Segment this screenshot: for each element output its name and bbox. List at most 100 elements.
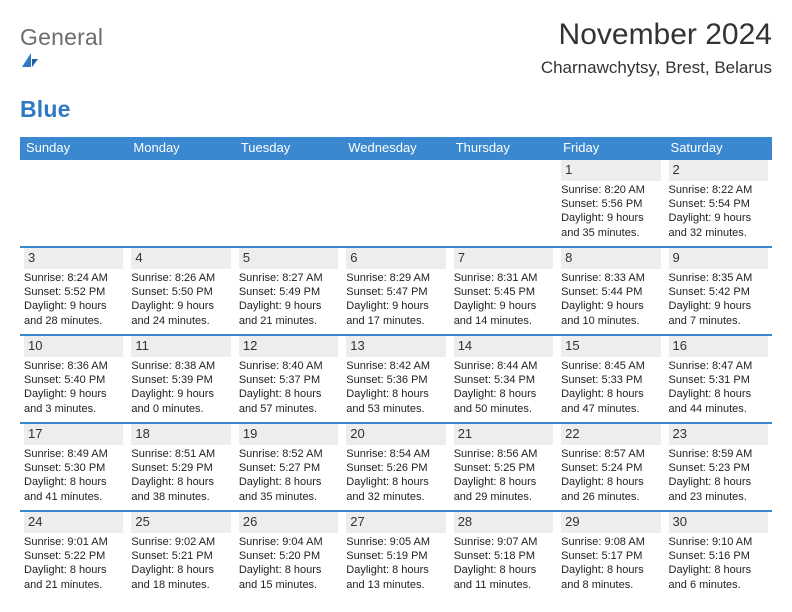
day-header: Tuesday bbox=[235, 137, 342, 159]
day-number: 6 bbox=[346, 248, 445, 269]
day-number: 28 bbox=[454, 512, 553, 533]
daylight-line: Daylight: 8 hours and 29 minutes. bbox=[454, 475, 553, 504]
day-number: 21 bbox=[454, 424, 553, 445]
logo-blue: Blue bbox=[20, 96, 71, 122]
logo-text: General Blue bbox=[20, 24, 103, 123]
daylight-line: Daylight: 9 hours and 35 minutes. bbox=[561, 211, 660, 240]
sunrise-line: Sunrise: 8:20 AM bbox=[561, 183, 660, 197]
calendar-cell: 30Sunrise: 9:10 AMSunset: 5:16 PMDayligh… bbox=[665, 511, 772, 599]
daylight-line: Daylight: 8 hours and 32 minutes. bbox=[346, 475, 445, 504]
day-number: 30 bbox=[669, 512, 768, 533]
day-details: Sunrise: 8:35 AMSunset: 5:42 PMDaylight:… bbox=[669, 269, 768, 328]
calendar-cell: 10Sunrise: 8:36 AMSunset: 5:40 PMDayligh… bbox=[20, 335, 127, 423]
calendar-cell: 9Sunrise: 8:35 AMSunset: 5:42 PMDaylight… bbox=[665, 247, 772, 335]
calendar-cell: 6Sunrise: 8:29 AMSunset: 5:47 PMDaylight… bbox=[342, 247, 449, 335]
sunset-line: Sunset: 5:33 PM bbox=[561, 373, 660, 387]
daylight-line: Daylight: 9 hours and 7 minutes. bbox=[669, 299, 768, 328]
daylight-line: Daylight: 8 hours and 18 minutes. bbox=[131, 563, 230, 592]
daylight-line: Daylight: 8 hours and 21 minutes. bbox=[24, 563, 123, 592]
calendar-week: 17Sunrise: 8:49 AMSunset: 5:30 PMDayligh… bbox=[20, 423, 772, 511]
day-number: 8 bbox=[561, 248, 660, 269]
sunset-line: Sunset: 5:18 PM bbox=[454, 549, 553, 563]
day-number: 27 bbox=[346, 512, 445, 533]
sunrise-line: Sunrise: 8:42 AM bbox=[346, 359, 445, 373]
day-number: 24 bbox=[24, 512, 123, 533]
sunrise-line: Sunrise: 8:44 AM bbox=[454, 359, 553, 373]
daylight-line: Daylight: 9 hours and 21 minutes. bbox=[239, 299, 338, 328]
sunrise-line: Sunrise: 8:27 AM bbox=[239, 271, 338, 285]
sunrise-line: Sunrise: 9:01 AM bbox=[24, 535, 123, 549]
day-details: Sunrise: 8:26 AMSunset: 5:50 PMDaylight:… bbox=[131, 269, 230, 328]
calendar-cell: 29Sunrise: 9:08 AMSunset: 5:17 PMDayligh… bbox=[557, 511, 664, 599]
day-number: 22 bbox=[561, 424, 660, 445]
sunset-line: Sunset: 5:45 PM bbox=[454, 285, 553, 299]
daylight-line: Daylight: 8 hours and 15 minutes. bbox=[239, 563, 338, 592]
calendar-cell: 23Sunrise: 8:59 AMSunset: 5:23 PMDayligh… bbox=[665, 423, 772, 511]
day-details: Sunrise: 8:51 AMSunset: 5:29 PMDaylight:… bbox=[131, 445, 230, 504]
daylight-line: Daylight: 8 hours and 44 minutes. bbox=[669, 387, 768, 416]
day-details: Sunrise: 8:45 AMSunset: 5:33 PMDaylight:… bbox=[561, 357, 660, 416]
day-number: 7 bbox=[454, 248, 553, 269]
day-details: Sunrise: 9:10 AMSunset: 5:16 PMDaylight:… bbox=[669, 533, 768, 592]
sunrise-line: Sunrise: 8:29 AM bbox=[346, 271, 445, 285]
day-details: Sunrise: 9:07 AMSunset: 5:18 PMDaylight:… bbox=[454, 533, 553, 592]
calendar-cell: 19Sunrise: 8:52 AMSunset: 5:27 PMDayligh… bbox=[235, 423, 342, 511]
sunset-line: Sunset: 5:20 PM bbox=[239, 549, 338, 563]
logo: General Blue bbox=[20, 18, 103, 123]
sunrise-line: Sunrise: 9:08 AM bbox=[561, 535, 660, 549]
day-details: Sunrise: 8:22 AMSunset: 5:54 PMDaylight:… bbox=[669, 181, 768, 240]
page-location: Charnawchytsy, Brest, Belarus bbox=[541, 58, 772, 78]
calendar-cell: 3Sunrise: 8:24 AMSunset: 5:52 PMDaylight… bbox=[20, 247, 127, 335]
sunrise-line: Sunrise: 8:31 AM bbox=[454, 271, 553, 285]
sunrise-line: Sunrise: 9:04 AM bbox=[239, 535, 338, 549]
sunset-line: Sunset: 5:23 PM bbox=[669, 461, 768, 475]
daylight-line: Daylight: 8 hours and 23 minutes. bbox=[669, 475, 768, 504]
calendar-cell: 4Sunrise: 8:26 AMSunset: 5:50 PMDaylight… bbox=[127, 247, 234, 335]
sunrise-line: Sunrise: 8:33 AM bbox=[561, 271, 660, 285]
day-number: 19 bbox=[239, 424, 338, 445]
day-number: 20 bbox=[346, 424, 445, 445]
sunset-line: Sunset: 5:52 PM bbox=[24, 285, 123, 299]
day-number: 25 bbox=[131, 512, 230, 533]
calendar-cell: 25Sunrise: 9:02 AMSunset: 5:21 PMDayligh… bbox=[127, 511, 234, 599]
title-block: November 2024 Charnawchytsy, Brest, Bela… bbox=[541, 18, 772, 78]
daylight-line: Daylight: 9 hours and 28 minutes. bbox=[24, 299, 123, 328]
sunset-line: Sunset: 5:40 PM bbox=[24, 373, 123, 387]
daylight-line: Daylight: 8 hours and 38 minutes. bbox=[131, 475, 230, 504]
sunrise-line: Sunrise: 8:56 AM bbox=[454, 447, 553, 461]
sunrise-line: Sunrise: 8:59 AM bbox=[669, 447, 768, 461]
day-header: Friday bbox=[557, 137, 664, 159]
day-number: 13 bbox=[346, 336, 445, 357]
day-details: Sunrise: 9:05 AMSunset: 5:19 PMDaylight:… bbox=[346, 533, 445, 592]
day-number: 2 bbox=[669, 160, 768, 181]
calendar-cell: 14Sunrise: 8:44 AMSunset: 5:34 PMDayligh… bbox=[450, 335, 557, 423]
daylight-line: Daylight: 8 hours and 41 minutes. bbox=[24, 475, 123, 504]
day-details: Sunrise: 8:44 AMSunset: 5:34 PMDaylight:… bbox=[454, 357, 553, 416]
sunrise-line: Sunrise: 8:47 AM bbox=[669, 359, 768, 373]
sunset-line: Sunset: 5:44 PM bbox=[561, 285, 660, 299]
day-header-row: SundayMondayTuesdayWednesdayThursdayFrid… bbox=[20, 137, 772, 159]
calendar-cell bbox=[450, 159, 557, 247]
sunrise-line: Sunrise: 9:10 AM bbox=[669, 535, 768, 549]
sunrise-line: Sunrise: 8:35 AM bbox=[669, 271, 768, 285]
calendar-cell: 15Sunrise: 8:45 AMSunset: 5:33 PMDayligh… bbox=[557, 335, 664, 423]
calendar-week: 1Sunrise: 8:20 AMSunset: 5:56 PMDaylight… bbox=[20, 159, 772, 247]
day-details: Sunrise: 8:42 AMSunset: 5:36 PMDaylight:… bbox=[346, 357, 445, 416]
sunrise-line: Sunrise: 8:49 AM bbox=[24, 447, 123, 461]
calendar-cell bbox=[127, 159, 234, 247]
sunrise-line: Sunrise: 8:52 AM bbox=[239, 447, 338, 461]
sunset-line: Sunset: 5:21 PM bbox=[131, 549, 230, 563]
sunset-line: Sunset: 5:27 PM bbox=[239, 461, 338, 475]
sunrise-line: Sunrise: 8:54 AM bbox=[346, 447, 445, 461]
sunset-line: Sunset: 5:24 PM bbox=[561, 461, 660, 475]
daylight-line: Daylight: 8 hours and 11 minutes. bbox=[454, 563, 553, 592]
header-row: General Blue November 2024 Charnawchytsy… bbox=[20, 18, 772, 123]
day-header: Monday bbox=[127, 137, 234, 159]
sunrise-line: Sunrise: 8:26 AM bbox=[131, 271, 230, 285]
daylight-line: Daylight: 9 hours and 10 minutes. bbox=[561, 299, 660, 328]
daylight-line: Daylight: 9 hours and 32 minutes. bbox=[669, 211, 768, 240]
calendar-week: 10Sunrise: 8:36 AMSunset: 5:40 PMDayligh… bbox=[20, 335, 772, 423]
day-details: Sunrise: 8:33 AMSunset: 5:44 PMDaylight:… bbox=[561, 269, 660, 328]
calendar-cell: 20Sunrise: 8:54 AMSunset: 5:26 PMDayligh… bbox=[342, 423, 449, 511]
daylight-line: Daylight: 9 hours and 0 minutes. bbox=[131, 387, 230, 416]
